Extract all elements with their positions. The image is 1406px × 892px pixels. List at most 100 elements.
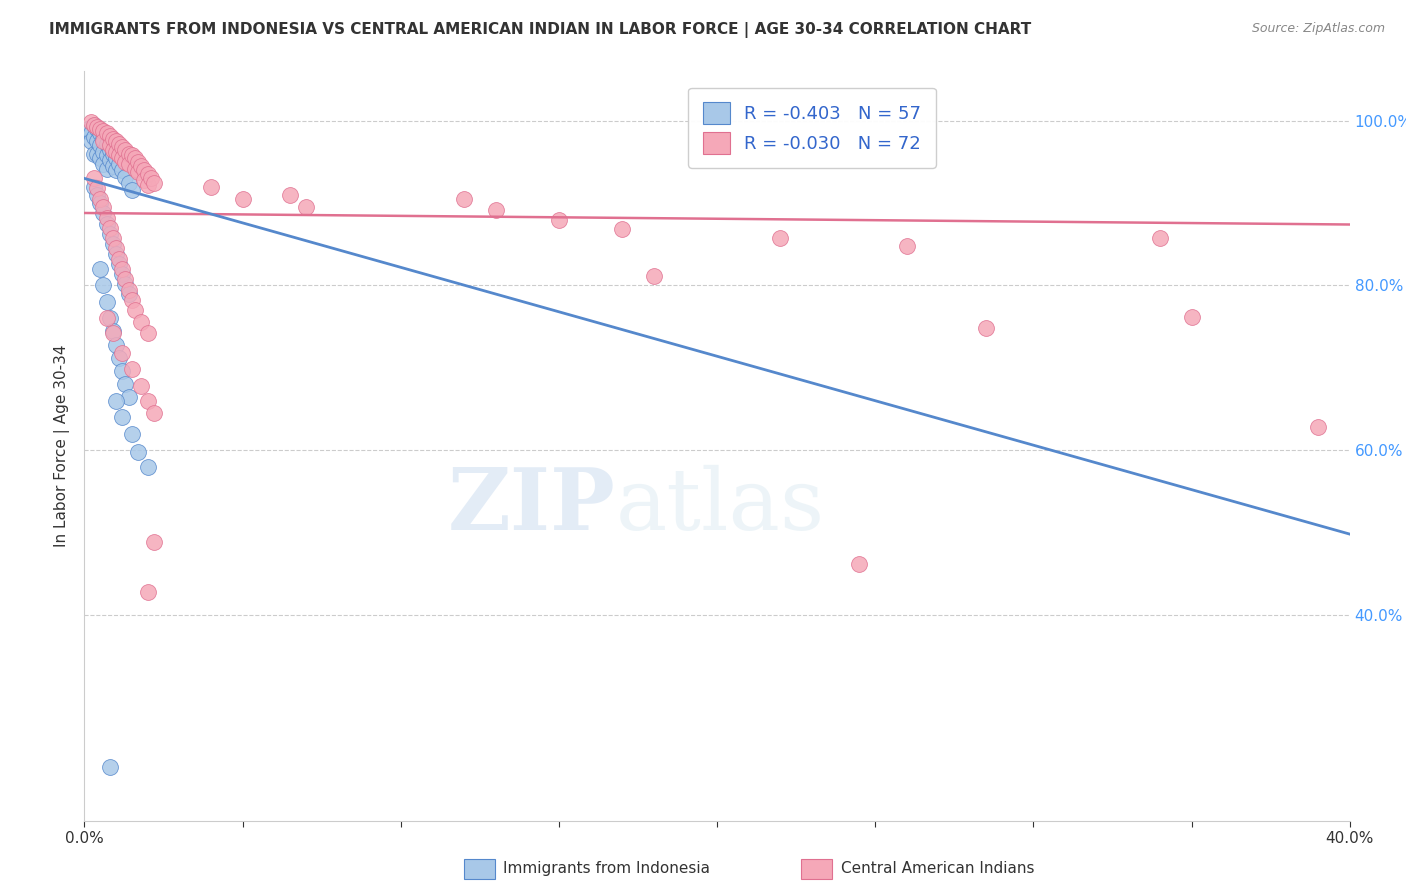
Point (76, 122, 98, 136)
Point (124, 151, 146, 165)
Point (93, 132, 115, 146)
Point (295, 200, 318, 214)
Text: IMMIGRANTS FROM INDONESIA VS CENTRAL AMERICAN INDIAN IN LABOR FORCE | AGE 30-34 : IMMIGRANTS FROM INDONESIA VS CENTRAL AME… (49, 22, 1032, 38)
Point (278, 187, 301, 202)
Point (118, 390, 141, 404)
Point (200, 179, 222, 194)
Point (114, 155, 136, 169)
Point (111, 151, 134, 165)
Point (1149, 230, 1171, 244)
Point (108, 351, 131, 365)
Point (136, 584, 159, 599)
Point (101, 132, 124, 146)
Point (101, 230, 124, 244)
Point (89, 192, 111, 206)
Point (548, 212, 571, 227)
Point (93, 206, 115, 220)
Point (105, 134, 127, 148)
Point (1308, 420, 1330, 434)
Point (89, 126, 111, 140)
Point (83, 118, 105, 132)
Point (124, 303, 146, 318)
Point (129, 159, 153, 173)
Text: atlas: atlas (616, 465, 825, 548)
Point (111, 410, 134, 425)
Point (121, 426, 143, 441)
Point (93, 156, 115, 170)
Point (114, 277, 136, 291)
Point (83, 130, 105, 145)
Point (118, 146, 141, 161)
Point (86, 181, 108, 195)
Point (101, 143, 124, 157)
Point (101, 237, 124, 252)
Text: ZIP: ZIP (449, 464, 616, 548)
Point (96, 126, 118, 140)
Point (118, 177, 141, 191)
Point (93, 123, 115, 137)
Point (612, 222, 634, 236)
Point (101, 159, 124, 173)
Point (484, 202, 508, 217)
Point (89, 196, 111, 211)
Point (101, 146, 124, 161)
Point (108, 148, 131, 162)
Point (111, 346, 134, 360)
Point (89, 122, 111, 136)
Point (136, 326, 159, 341)
Point (134, 163, 156, 178)
Point (105, 337, 127, 351)
Point (114, 272, 136, 286)
Point (114, 377, 136, 392)
Point (769, 230, 792, 244)
Point (121, 293, 143, 308)
Point (111, 262, 134, 277)
Point (143, 176, 166, 190)
Point (83, 179, 105, 194)
Point (86, 187, 108, 202)
Point (118, 156, 141, 170)
Point (114, 169, 136, 184)
Point (79, 115, 103, 129)
Point (136, 167, 159, 181)
Point (101, 326, 124, 341)
Point (105, 145, 127, 159)
Point (79, 126, 103, 140)
Point (93, 200, 115, 214)
Point (98, 128, 121, 143)
Point (89, 151, 111, 165)
Point (98, 143, 121, 157)
Point (136, 178, 159, 192)
Point (105, 151, 127, 165)
Point (848, 557, 870, 571)
Point (101, 324, 124, 338)
Point (108, 252, 131, 266)
Point (105, 163, 127, 178)
Point (96, 161, 118, 176)
Legend: R = -0.403   N = 57, R = -0.030   N = 72: R = -0.403 N = 57, R = -0.030 N = 72 (689, 88, 936, 168)
Point (127, 444, 149, 458)
Point (93, 145, 115, 159)
Point (105, 241, 127, 255)
Point (96, 311, 118, 326)
Text: Central American Indians: Central American Indians (841, 862, 1035, 876)
Point (105, 393, 127, 408)
Y-axis label: In Labor Force | Age 30-34: In Labor Force | Age 30-34 (55, 344, 70, 548)
Text: Immigrants from Indonesia: Immigrants from Indonesia (503, 862, 710, 876)
Point (98, 220, 121, 235)
Point (118, 283, 141, 297)
Point (129, 316, 153, 330)
Point (96, 217, 118, 231)
Point (83, 146, 105, 161)
Point (96, 211, 118, 225)
Point (96, 294, 118, 309)
Point (127, 165, 149, 179)
Point (86, 146, 108, 161)
Point (93, 134, 115, 148)
Point (121, 362, 143, 376)
Point (105, 247, 127, 261)
Point (896, 239, 918, 253)
Point (114, 143, 136, 157)
Point (111, 163, 134, 178)
Point (86, 120, 108, 135)
